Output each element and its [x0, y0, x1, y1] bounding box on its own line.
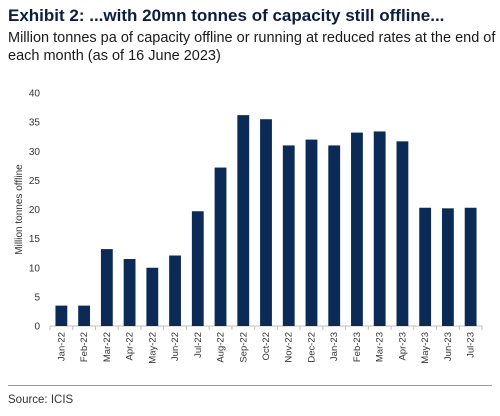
bar: [78, 305, 91, 326]
bar: [55, 305, 68, 326]
source-note: Source: ICIS: [8, 394, 74, 406]
chart-title: Exhibit 2: ...with 20mn tonnes of capaci…: [8, 6, 445, 25]
y-tick-label: 5: [34, 292, 40, 303]
x-tick-label: Apr-22: [125, 332, 136, 361]
y-tick-label: 30: [29, 147, 41, 158]
y-tick-label: 20: [29, 205, 41, 216]
divider: [8, 385, 492, 386]
x-tick-label: Nov-22: [284, 332, 295, 363]
bar: [441, 208, 454, 326]
x-tick-label: Oct-22: [261, 332, 272, 361]
y-tick-label: 35: [29, 118, 41, 129]
x-tick-label: Feb-22: [79, 332, 90, 362]
bar-chart: Million tonnes offline 0 5 10 15 20 25 30 35 40 Ja…: [14, 89, 483, 364]
y-tick-label: 15: [29, 234, 41, 245]
bar: [351, 132, 363, 326]
x-tick-label: Dec-22: [306, 332, 317, 363]
bar: [260, 119, 272, 327]
bar: [146, 267, 159, 326]
x-tick-label: Feb-23: [352, 332, 363, 362]
bar: [328, 145, 341, 326]
y-tick-label: 40: [29, 89, 41, 100]
y-tick-label: 10: [29, 263, 41, 274]
x-tick-label: Jul-22: [193, 332, 204, 358]
x-tick-label: Jun-23: [443, 332, 454, 361]
bar: [464, 207, 477, 326]
x-tick-label: Mar-22: [102, 332, 113, 362]
chart-subtitle: Million tonnes pa of capacity offline or…: [8, 30, 496, 64]
bar: [237, 115, 250, 326]
y-axis-label: Million tonnes offline: [14, 164, 25, 255]
bar: [373, 131, 386, 326]
bar: [169, 255, 181, 326]
x-tick-label: Sep-22: [238, 332, 249, 363]
x-tick-label: Apr-23: [397, 332, 408, 361]
x-tick-label: Jan-22: [56, 332, 67, 361]
x-tick-label: Jul-23: [466, 332, 477, 358]
bar: [396, 141, 409, 326]
y-tick-label: 0: [34, 322, 40, 333]
x-tick-label: May-22: [147, 332, 158, 364]
x-tick-label: Jun-22: [170, 332, 181, 361]
bar: [282, 145, 295, 326]
x-tick-label: Mar-23: [375, 332, 386, 362]
x-tick-label: Aug-22: [216, 332, 227, 363]
x-tick-label: Jan-23: [329, 332, 340, 361]
bar: [191, 211, 204, 326]
y-tick-label: 25: [29, 176, 41, 187]
x-tick-label: May-23: [420, 332, 431, 364]
bar: [100, 249, 113, 326]
bar: [419, 207, 432, 326]
bar: [214, 167, 227, 326]
bar: [123, 259, 136, 326]
bar: [305, 139, 318, 326]
